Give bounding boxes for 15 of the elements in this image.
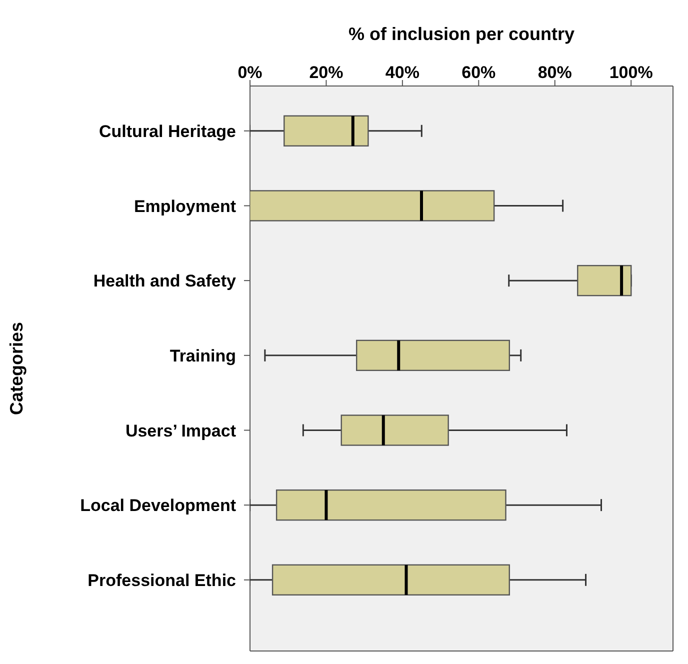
y-tick-label: Cultural Heritage [99, 122, 236, 141]
y-tick-label: Local Development [80, 496, 236, 516]
y-tick-label: Training [170, 346, 236, 366]
x-tick-label: 20% [309, 63, 344, 82]
x-tick-label: 60% [462, 63, 496, 82]
x-tick-label: 40% [385, 63, 420, 82]
x-axis-title: % of inclusion per country [348, 24, 575, 44]
x-tick-label: 0% [238, 63, 262, 82]
x-tick-label: 80% [538, 63, 572, 82]
x-tick-label: 100% [609, 63, 653, 82]
y-tick-label: Professional Ethic [88, 570, 236, 590]
y-tick-label: Employment [134, 196, 236, 216]
y-axis-title: Categories [6, 322, 26, 416]
y-tick-label: Health and Safety [93, 272, 237, 291]
y-tick-label: Users’ Impact [125, 421, 236, 440]
